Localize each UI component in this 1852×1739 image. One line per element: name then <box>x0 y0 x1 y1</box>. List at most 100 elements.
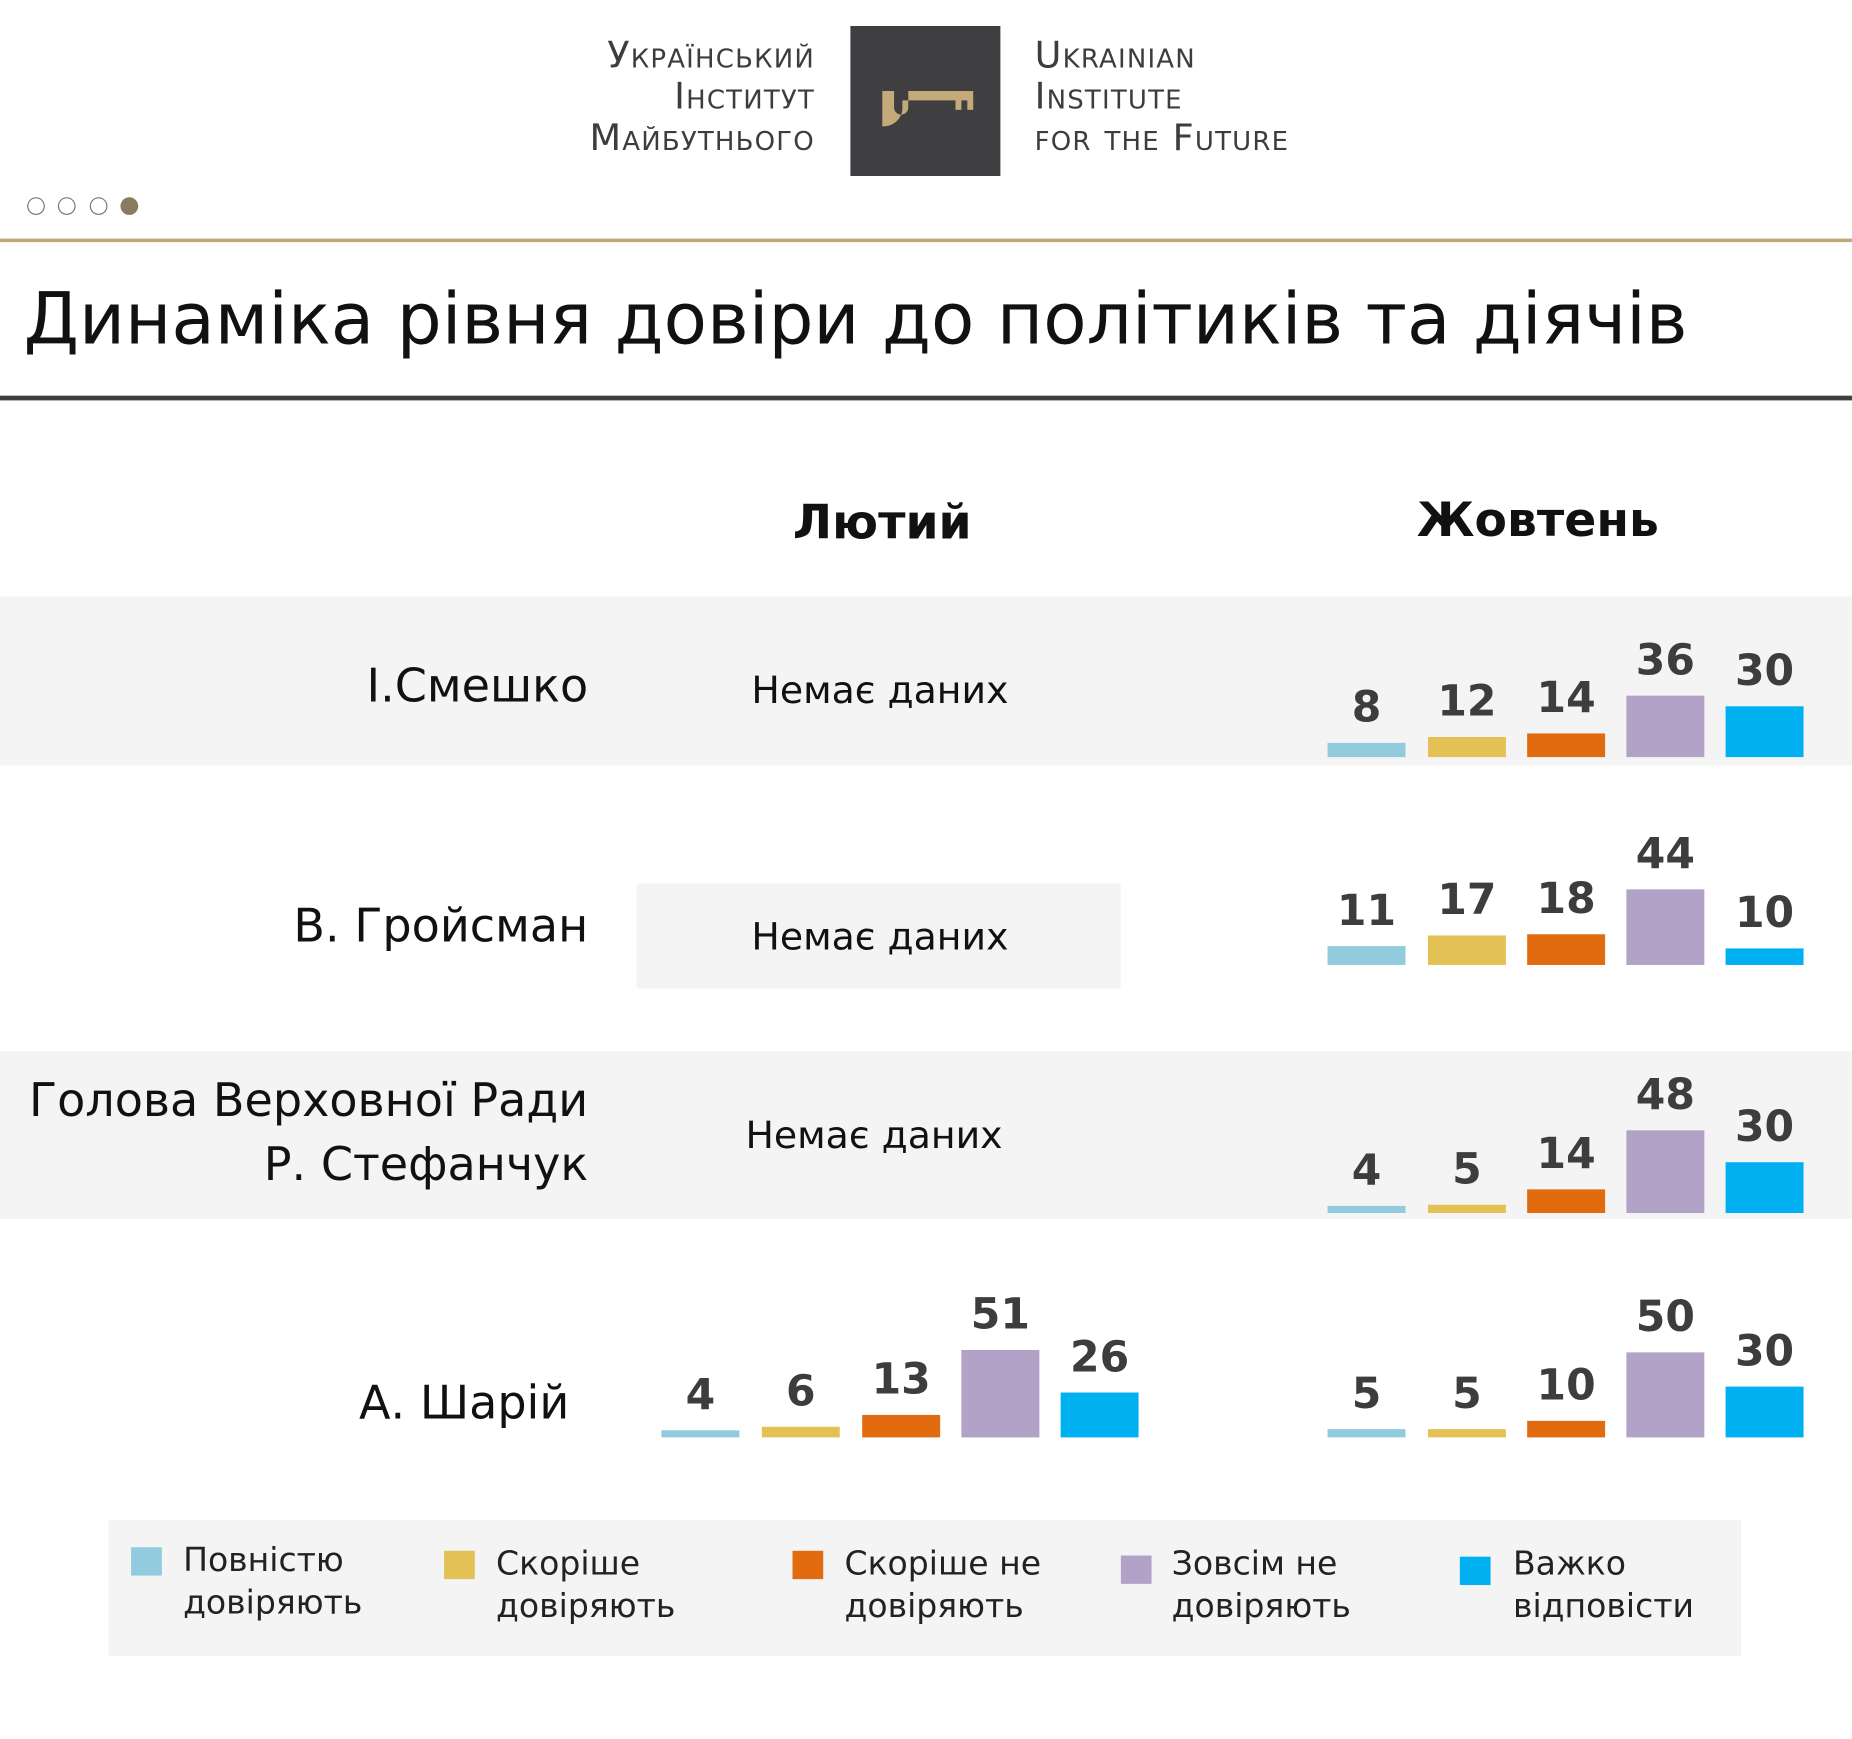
bar-value-label: 8 <box>1351 684 1382 733</box>
logo-text-ukrainian: Український Інститут Майбутнього <box>589 35 814 159</box>
legend-item: Скоріше довіряють <box>496 1543 675 1628</box>
bar-oct-rather-trust <box>1427 1204 1506 1213</box>
row-name-line: А. Шарій <box>359 1377 570 1431</box>
legend-text: Зовсім не <box>1171 1543 1338 1583</box>
bar-oct-fully-trust <box>1327 743 1406 758</box>
bar-feb-fully-trust <box>661 1430 740 1438</box>
bar-feb-hard-to-say <box>1060 1392 1139 1438</box>
bar-oct-fully-trust <box>1327 1428 1406 1438</box>
bar-oct-rather-not-trust <box>1527 1420 1606 1438</box>
row-name: Голова Верховної Ради Р. Стефанчук <box>29 1070 588 1198</box>
bar-value-label: 30 <box>1734 1102 1795 1151</box>
logo-text-english: Ukrainian Institute for the Future <box>1035 35 1290 159</box>
pager-dot-4-active[interactable] <box>120 197 139 215</box>
divider <box>0 395 1852 401</box>
bar-oct-hard-to-say <box>1725 947 1804 965</box>
legend-text: Скоріше <box>496 1543 641 1583</box>
bar-value-label: 30 <box>1734 1326 1795 1376</box>
logo-line: Institute <box>1034 75 1183 119</box>
row-name: І.Смешко <box>367 656 589 720</box>
legend-item: Скоріше не довіряють <box>844 1543 1041 1628</box>
legend-swatch-not-at-all <box>1120 1555 1152 1584</box>
logo-line: Ukrainian <box>1034 34 1196 77</box>
row-name-line: Голова Верховної Ради <box>28 1074 589 1128</box>
row-name-line: І.Смешко <box>366 660 589 714</box>
row-name: А. Шарій <box>359 1372 569 1436</box>
bar-value-label: 4 <box>1351 1146 1382 1196</box>
divider <box>0 238 1852 243</box>
bar-value-label: 5 <box>1452 1145 1482 1194</box>
legend-text: відповісти <box>1512 1586 1695 1626</box>
pager-dot-2[interactable] <box>57 197 76 215</box>
bar-value-label: 44 <box>1635 830 1695 879</box>
bar-value-label: 51 <box>970 1290 1030 1340</box>
legend-item: Важко відповісти <box>1513 1543 1694 1628</box>
legend-text: Скоріше не <box>844 1543 1042 1583</box>
bar-oct-not-at-all <box>1626 695 1705 758</box>
bar-value-label: 36 <box>1635 636 1695 685</box>
legend-text: довіряють <box>844 1586 1024 1626</box>
legend-item: Зовсім не довіряють <box>1172 1543 1351 1628</box>
bar-value-label: 17 <box>1437 876 1497 926</box>
column-header-feb: Лютий <box>792 496 972 551</box>
bar-value-label: 48 <box>1635 1071 1695 1121</box>
bar-value-label: 10 <box>1734 888 1795 938</box>
row-name-line: В. Гройсман <box>293 899 589 954</box>
legend-text: Важко <box>1512 1543 1626 1583</box>
bar-oct-rather-trust <box>1427 736 1506 758</box>
no-data-box <box>636 883 1121 989</box>
bar-oct-hard-to-say <box>1725 1161 1804 1213</box>
bar-value-label: 14 <box>1536 1129 1596 1179</box>
legend-item: Повністю довіряють <box>183 1539 362 1624</box>
bar-feb-rather-trust <box>761 1427 840 1438</box>
bar-value-label: 50 <box>1635 1292 1695 1342</box>
bar-value-label: 11 <box>1336 887 1397 936</box>
legend-text: довіряють <box>496 1586 676 1626</box>
bar-value-label: 5 <box>1351 1369 1382 1419</box>
legend-swatch-rather-trust <box>444 1550 475 1580</box>
bar-oct-fully-trust <box>1327 946 1406 965</box>
bar-oct-rather-trust <box>1427 935 1506 965</box>
bar-oct-fully-trust <box>1327 1205 1406 1213</box>
bar-value-label: 14 <box>1536 674 1596 723</box>
bar-oct-rather-not-trust <box>1527 934 1606 965</box>
bar-value-label: 26 <box>1070 1333 1130 1383</box>
bar-oct-rather-not-trust <box>1527 1188 1606 1213</box>
column-header-oct: Жовтень <box>1416 493 1659 549</box>
legend-text: Повністю <box>183 1540 344 1580</box>
bar-oct-rather-trust <box>1427 1428 1506 1438</box>
logo-key-icon <box>850 25 1001 176</box>
legend-swatch-hard-to-say <box>1459 1556 1491 1586</box>
pager-dot-1[interactable] <box>27 197 45 215</box>
bar-oct-not-at-all <box>1626 1351 1705 1438</box>
page-title: Динаміка рівня довіри до політиків та ді… <box>23 278 1688 362</box>
bar-value-label: 5 <box>1452 1369 1482 1419</box>
legend-swatch-rather-not-trust <box>792 1550 824 1580</box>
bar-value-label: 30 <box>1734 646 1795 696</box>
row-name-line: Р. Стефанчук <box>263 1138 589 1192</box>
bar-value-label: 10 <box>1536 1361 1596 1410</box>
logo-line: Майбутнього <box>589 116 815 160</box>
bar-feb-not-at-all <box>961 1350 1040 1438</box>
bar-value-label: 4 <box>685 1371 716 1420</box>
no-data-label: Немає даних <box>745 1112 1003 1158</box>
bar-oct-hard-to-say <box>1725 1386 1804 1438</box>
legend-text: довіряють <box>1171 1586 1351 1626</box>
no-data-label: Немає даних <box>751 914 1009 960</box>
logo-line: Український <box>607 34 815 77</box>
row-name: В. Гройсман <box>293 895 588 959</box>
legend-text: довіряють <box>183 1582 363 1622</box>
logo-line: Інститут <box>674 75 815 119</box>
bar-oct-hard-to-say <box>1725 705 1804 758</box>
legend <box>108 1520 1741 1656</box>
logo-line: for the Future <box>1034 116 1290 160</box>
bar-oct-rather-not-trust <box>1527 733 1606 758</box>
legend-swatch-fully-trust <box>131 1547 162 1576</box>
bar-feb-rather-not-trust <box>862 1415 941 1438</box>
bar-value-label: 6 <box>785 1368 816 1417</box>
bar-oct-not-at-all <box>1626 1130 1705 1213</box>
pager-dot-3[interactable] <box>89 197 108 215</box>
bar-value-label: 13 <box>871 1356 931 1405</box>
bar-oct-not-at-all <box>1626 889 1705 965</box>
